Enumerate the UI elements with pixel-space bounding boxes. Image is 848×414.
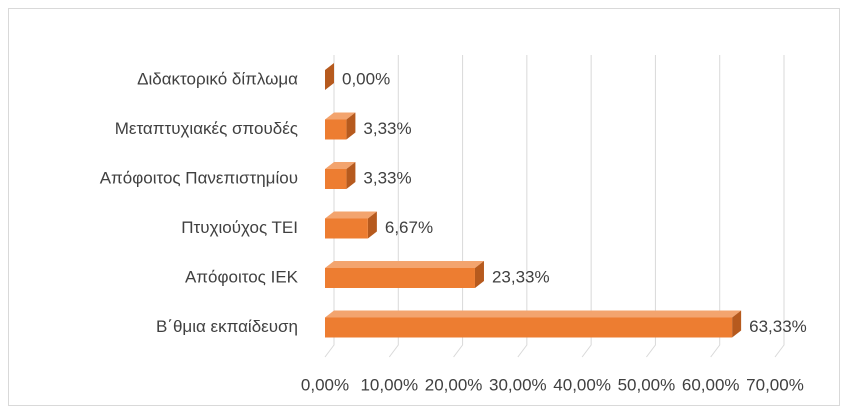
bar-side: [325, 63, 334, 90]
grid-line: [646, 55, 656, 358]
x-tick-label: 40,00%: [553, 375, 611, 394]
y-tick-label: Β΄θμια εκπαίδευση: [156, 317, 298, 336]
data-label: 3,33%: [363, 119, 411, 138]
grid-line: [517, 55, 528, 358]
data-label: 63,33%: [749, 317, 807, 336]
bar-top: [325, 211, 377, 219]
bar-side: [367, 211, 377, 239]
x-tick-label: 30,00%: [489, 375, 547, 394]
bar: [325, 268, 475, 288]
x-tick-label: 60,00%: [682, 375, 740, 394]
grid-line: [453, 55, 464, 358]
grid-line: [324, 55, 335, 358]
y-tick-label: Απόφοιτος Πανεπιστημίου: [100, 168, 298, 187]
data-label: 6,67%: [385, 218, 433, 237]
x-tick-label: 20,00%: [425, 375, 483, 394]
y-tick-label: Πτυχιούχος ΤΕΙ: [181, 218, 298, 237]
bar: [325, 317, 733, 338]
grid-line: [710, 55, 721, 358]
data-label: 0,00%: [342, 69, 390, 88]
grid-line: [774, 55, 785, 358]
y-tick-label: Απόφοιτος ΙΕΚ: [185, 267, 299, 286]
grid-line: [581, 55, 592, 358]
y-tick-label: Μεταπτυχιακές σπουδές: [115, 119, 298, 138]
x-tick-label: 50,00%: [618, 375, 676, 394]
bar-side: [346, 112, 356, 140]
x-tick-label: 0,00%: [301, 375, 349, 394]
data-label: 23,33%: [492, 267, 550, 286]
bar: [325, 169, 347, 189]
bar-side: [346, 162, 356, 189]
bar-top: [325, 310, 742, 318]
bar-top: [325, 162, 356, 169]
bar-side: [732, 310, 742, 338]
chart-border: [8, 8, 840, 406]
bar-top: [325, 261, 484, 268]
bar-side: [474, 261, 484, 288]
data-label: 3,33%: [363, 168, 411, 187]
bar-top: [325, 112, 356, 120]
y-tick-label: Διδακτορικό δίπλωμα: [137, 69, 298, 88]
x-tick-label: 10,00%: [360, 375, 418, 394]
bar: [325, 218, 368, 239]
bar: [325, 119, 347, 140]
grid-line: [388, 55, 399, 358]
x-tick-label: 70,00%: [746, 375, 804, 394]
